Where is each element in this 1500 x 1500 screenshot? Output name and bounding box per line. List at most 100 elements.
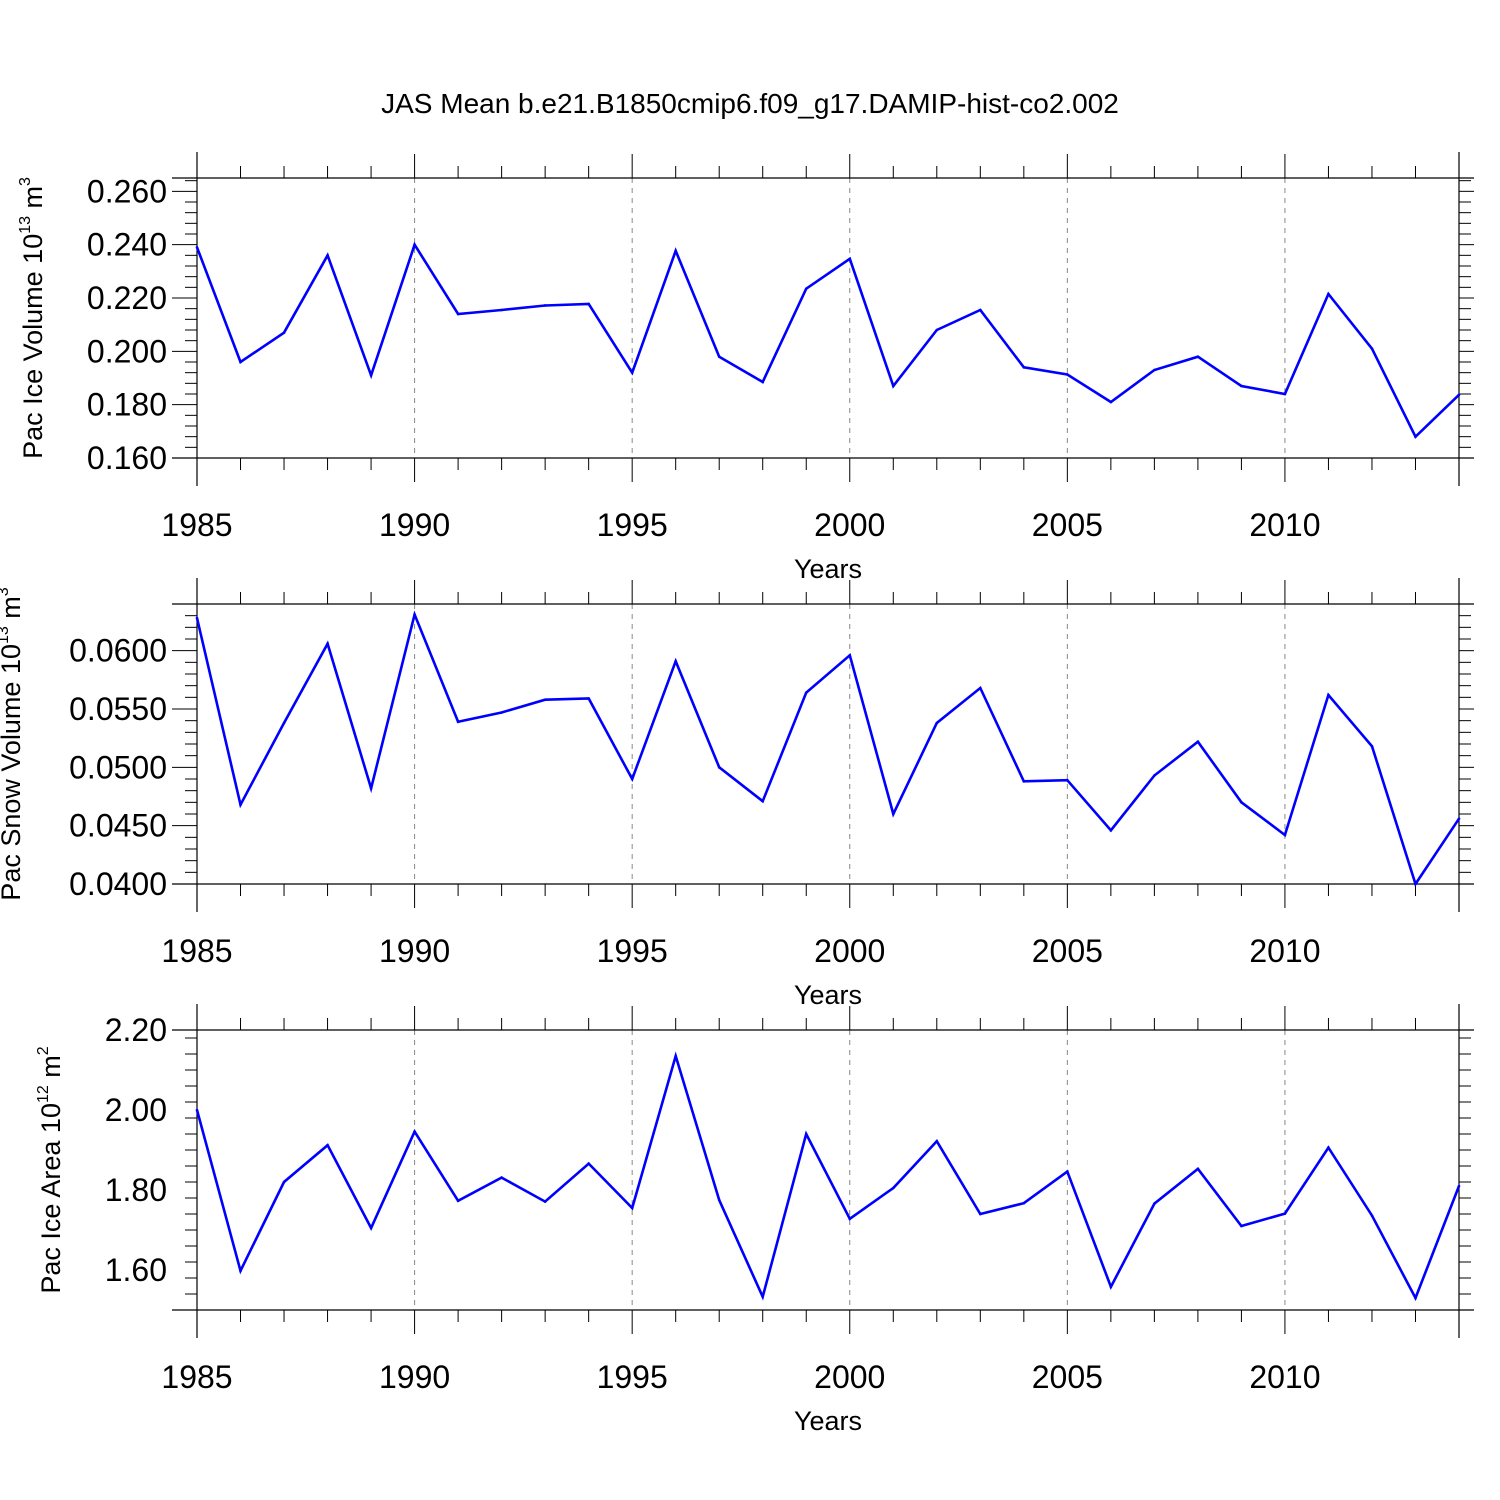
x-axis-label: Years [794, 980, 862, 1010]
x-tick-label: 2010 [1249, 1359, 1320, 1395]
figure-title: JAS Mean b.e21.B1850cmip6.f09_g17.DAMIP-… [381, 88, 1119, 119]
series-line [195, 241, 1460, 439]
y-tick-label: 0.200 [87, 333, 167, 369]
y-tick-label: 0.0600 [69, 633, 167, 669]
data-point [369, 1226, 373, 1230]
data-point [282, 331, 286, 334]
y-axis-label-text: Pac Ice Volume 10 [18, 234, 48, 459]
x-tick-label: 2005 [1032, 507, 1103, 543]
data-point [935, 721, 939, 725]
x-tick-label: 1995 [597, 1359, 668, 1395]
data-point [630, 777, 634, 781]
data-point [891, 1186, 895, 1190]
y-tick-label: 0.0400 [69, 866, 167, 902]
data-point [1457, 1184, 1461, 1188]
data-point [848, 1217, 852, 1221]
data-point [282, 1180, 286, 1184]
data-point [1022, 366, 1026, 369]
y-axis-label: Pac Ice Area 1012 m2 [35, 1046, 66, 1293]
data-point [1066, 373, 1069, 376]
data-point [1153, 368, 1156, 372]
data-point [500, 711, 503, 714]
data-point [804, 1132, 808, 1136]
x-tick-label: 2010 [1249, 507, 1320, 543]
data-point [1022, 1201, 1026, 1205]
data-point [1022, 780, 1026, 783]
x-tick-label: 2000 [814, 1359, 885, 1395]
data-point [979, 686, 982, 690]
data-point [543, 304, 547, 307]
data-point [1196, 355, 1200, 358]
data-point [456, 312, 460, 316]
data-point [1327, 693, 1330, 697]
data-point [456, 1199, 460, 1203]
y-axis-label-unit: m [18, 186, 48, 216]
data-point [1283, 833, 1287, 837]
data-point [369, 787, 373, 790]
y-tick-label: 1.60 [105, 1252, 167, 1288]
x-tick-label: 1985 [161, 507, 232, 543]
data-point [1370, 347, 1374, 350]
data-point [239, 360, 242, 364]
y-tick-label: 0.220 [87, 280, 167, 316]
x-tick-label: 2000 [814, 933, 885, 969]
data-point [891, 384, 895, 388]
y-axis-label-unit-exponent: 2 [35, 1046, 52, 1055]
data-point [195, 246, 199, 249]
data-point [1283, 1212, 1287, 1215]
data-point [979, 1212, 982, 1216]
data-point [1109, 1285, 1113, 1289]
chart-panels: 1985 1990 1995 2000 2005 2010 0.160 0.180 0.200 0… [0, 152, 1474, 1436]
data-point [1414, 435, 1417, 438]
x-axis-label: Years [794, 554, 862, 584]
data-point [282, 721, 286, 725]
data-point [717, 355, 721, 358]
x-tick-label: 2005 [1032, 933, 1103, 969]
data-point [630, 1206, 634, 1210]
y-tick-label: 0.0500 [69, 749, 167, 785]
data-point [1457, 393, 1461, 397]
data-point [674, 1054, 677, 1058]
data-point [1066, 1170, 1069, 1173]
panel-1: 1985 1990 1995 2000 2005 2010 0.160 0.180 0.200 0… [17, 152, 1474, 584]
data-point [848, 654, 852, 657]
data-point [543, 698, 547, 701]
data-point [1370, 1214, 1374, 1217]
panel-2: 1985 1990 1995 2000 2005 2010 0.0400 0.0450 0.05… [0, 578, 1474, 1010]
y-axis-label-unit-exponent: 3 [0, 587, 12, 596]
data-point [1196, 740, 1200, 743]
data-point [717, 1198, 721, 1202]
data-point [500, 308, 503, 312]
y-tick-label: 0.180 [87, 387, 167, 423]
data-point [369, 374, 373, 377]
data-point [804, 691, 808, 694]
data-point [587, 1162, 590, 1165]
y-axis-label-exponent: 13 [17, 216, 34, 234]
data-point [239, 1269, 242, 1273]
y-tick-label: 0.260 [87, 173, 167, 209]
panel-3: 1985 1990 1995 2000 2005 2010 1.60 1.80 2.00 2.20… [35, 1004, 1474, 1436]
x-tick-label: 1990 [379, 1359, 450, 1395]
series-line [195, 1051, 1461, 1302]
y-tick-label: 1.80 [105, 1172, 167, 1208]
data-point [761, 799, 765, 803]
y-axis-label: Pac Snow Volume 1013 m3 [0, 587, 26, 900]
data-point [1066, 778, 1069, 782]
data-point [804, 287, 808, 290]
x-tick-label: 1990 [379, 507, 450, 543]
x-tick-label: 1995 [597, 933, 668, 969]
data-point [891, 812, 895, 816]
x-tick-label: 1990 [379, 933, 450, 969]
data-point [1414, 1296, 1417, 1300]
y-tick-label: 0.160 [87, 440, 167, 476]
y-axis-label-unit-exponent: 3 [17, 177, 34, 186]
data-point [935, 1139, 939, 1143]
data-point [413, 613, 416, 616]
x-tick-label: 1985 [161, 933, 232, 969]
data-point [674, 249, 677, 253]
data-point [413, 1130, 416, 1133]
x-tick-label: 2000 [814, 507, 885, 543]
data-point [587, 302, 590, 306]
x-tick-label: 1995 [597, 507, 668, 543]
